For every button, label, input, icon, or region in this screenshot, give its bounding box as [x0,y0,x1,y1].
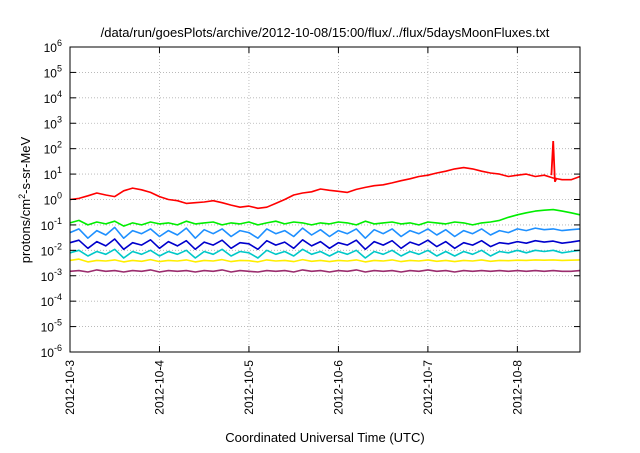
series-line [69,208,581,227]
y-tick-label: 10-1 [41,216,62,233]
x-tick-label: 2012-10-3 [63,360,77,415]
y-tick-label: 102 [44,140,62,157]
x-tick-label: 2012-10-5 [242,360,256,415]
chart-title: /data/run/goesPlots/archive/2012-10-08/1… [101,25,550,40]
x-tick-label: 2012-10-6 [331,360,345,415]
y-axis-label-group: protons/cm2-s-sr-MeV [17,136,33,263]
series-line-spike [550,140,558,183]
y-tick-label: 106 [44,38,62,55]
series-line [69,226,581,239]
series-line [69,269,581,273]
series-layer [69,140,581,273]
y-tick-label: 10-4 [41,292,62,309]
tick-layer: 10-6 10-5 10-4 10-3 10-2 10-1 100 101 102 103 104 1… [41,38,580,415]
y-tick-label: 100 [44,191,62,208]
y-tick-label: 105 [44,63,62,80]
y-tick-label: 104 [44,89,62,106]
series-line [69,248,581,259]
x-tick-label: 2012-10-8 [510,360,524,415]
y-tick-label: 10-2 [41,241,62,258]
x-tick-label: 2012-10-7 [421,360,435,415]
y-tick-label: 10-3 [41,267,62,284]
series-line [69,238,581,251]
y-tick-label: 10-5 [41,318,62,335]
y-tick-label: 101 [44,165,62,182]
x-tick-label: 2012-10-4 [152,360,166,415]
grid-layer [70,47,580,352]
y-tick-label: 10-6 [41,343,62,360]
y-tick-label: 103 [44,114,62,131]
series-line [69,258,581,263]
series-line [69,166,581,210]
x-axis-label: Coordinated Universal Time (UTC) [225,430,424,445]
y-axis-label: protons/cm2-s-sr-MeV [17,136,33,263]
